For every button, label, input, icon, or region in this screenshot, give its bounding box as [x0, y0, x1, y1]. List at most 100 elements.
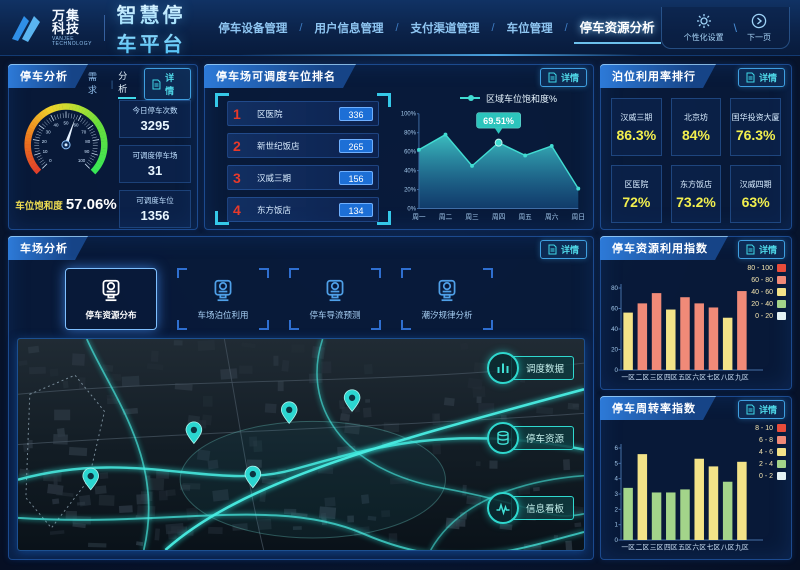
- legend-swatch: [777, 448, 786, 456]
- svg-text:三区: 三区: [650, 544, 664, 552]
- legend-swatch: [777, 472, 786, 480]
- panel-turnover-index: 停车周转率指数 详情 8 - 10 6 - 8 4 - 6 2 - 4 0 - …: [600, 396, 792, 560]
- detail-button[interactable]: 详情: [539, 68, 587, 87]
- nav-separator: /: [491, 21, 495, 34]
- document-icon: [746, 72, 755, 83]
- saturation-value: 57.06%: [65, 196, 117, 213]
- next-page-button[interactable]: 下一页: [747, 13, 771, 43]
- berth-card: 汉威三期 86.3%: [611, 98, 662, 156]
- demand-analysis-tabs: 需求 | 分析: [88, 69, 137, 99]
- stat-box: 可调度车位 1356: [119, 190, 191, 228]
- header-actions: 个性化设置 \ 下一页: [660, 6, 790, 49]
- map-buttons: 调度数据 停车资源 信息看板: [486, 352, 574, 524]
- document-icon: [746, 244, 755, 255]
- lot-analysis-tab[interactable]: 车场泊位利用: [177, 268, 269, 330]
- svg-text:三区: 三区: [650, 374, 664, 382]
- svg-text:4: 4: [615, 476, 619, 483]
- bar-chart-icon: [497, 363, 509, 373]
- gear-icon: [696, 13, 711, 28]
- svg-text:六区: 六区: [692, 373, 706, 382]
- map-overlay-button[interactable]: 信息看板: [486, 492, 574, 524]
- nav-item[interactable]: 用户信息管理: [314, 22, 384, 35]
- detail-button[interactable]: 详情: [737, 400, 785, 419]
- svg-text:90: 90: [84, 149, 89, 154]
- lot-name: 区医院: [257, 108, 283, 119]
- settings-button[interactable]: 个性化设置: [684, 13, 724, 43]
- legend-item: 80 - 100: [747, 263, 786, 273]
- legend-marker: [459, 95, 480, 101]
- page-title: 智慧停车平台: [117, 0, 193, 57]
- nav-item[interactable]: 停车资源分析: [573, 11, 661, 44]
- logo: 万集科技 VANJEE TECHNOLOGY 智慧停车平台: [0, 0, 206, 57]
- ranking-row: 3 汉威三期 156: [227, 165, 379, 190]
- legend-swatch: [777, 312, 786, 320]
- document-icon: [152, 79, 161, 89]
- berth-card: 东方饭店 73.2%: [670, 165, 722, 223]
- panel-title: 停车周转率指数: [600, 396, 716, 420]
- stats-list: 今日停车次数 3295 可调度停车场 31 可调度车位 1356: [119, 92, 191, 228]
- berth-cards: 汉威三期 86.3% 北京坊 84% 国华投资大厦 76.3% 区医院 72% …: [601, 90, 791, 231]
- lot-analysis-tab[interactable]: 停车导流预测: [289, 268, 381, 330]
- panel-title: 泊位利用率排行: [600, 64, 716, 88]
- mini-tab-1[interactable]: 需求: [88, 72, 98, 95]
- svg-text:40: 40: [611, 326, 618, 333]
- svg-text:周六: 周六: [545, 212, 559, 221]
- legend-swatch: [777, 276, 786, 284]
- svg-text:周二: 周二: [439, 213, 453, 221]
- svg-text:周三: 周三: [465, 213, 479, 221]
- svg-text:二区: 二区: [636, 374, 650, 382]
- detail-button[interactable]: 详情: [144, 68, 191, 100]
- lot-name: 汉威三期: [257, 172, 292, 183]
- panel-title: 停车场可调度车位排名: [204, 64, 356, 88]
- panel-title: 车场分析: [8, 236, 88, 260]
- legend-swatch: [777, 460, 786, 468]
- svg-text:八区: 八区: [721, 374, 735, 382]
- spaces-badge: 265: [339, 138, 373, 153]
- svg-text:2: 2: [615, 506, 619, 513]
- svg-text:80%: 80%: [404, 131, 417, 137]
- svg-text:3: 3: [615, 491, 619, 498]
- nav-item[interactable]: 车位管理: [506, 22, 553, 35]
- nav-item[interactable]: 停车设备管理: [218, 22, 288, 35]
- legend-item: 6 - 8: [755, 435, 786, 445]
- svg-text:0: 0: [615, 367, 619, 374]
- svg-text:六区: 六区: [692, 543, 706, 552]
- map-overlay-button[interactable]: 调度数据: [486, 352, 574, 384]
- svg-text:60%: 60%: [404, 150, 417, 156]
- svg-text:五区: 五区: [678, 374, 692, 382]
- map-overlay-button[interactable]: 停车资源: [486, 422, 574, 454]
- chart-legend: 80 - 100 60 - 80 40 - 60 20 - 40 0 - 20: [747, 263, 786, 321]
- rank-number: 2: [233, 137, 241, 154]
- document-icon: [746, 404, 755, 415]
- turnover-bar-chart: 0 1 2 3 4 5 6 一区 二区 三区 四区 五区 六区 七区 八区 九区: [615, 444, 763, 552]
- lot-analysis-tab[interactable]: 潮汐规律分析: [401, 268, 493, 330]
- svg-text:0: 0: [49, 158, 52, 163]
- svg-text:周一: 周一: [412, 213, 426, 221]
- map-canvas: [18, 339, 584, 550]
- detail-button[interactable]: 详情: [737, 68, 785, 87]
- svg-text:周四: 周四: [492, 213, 506, 221]
- ranking-row: 2 新世纪饭店 265: [227, 133, 379, 158]
- svg-text:0%: 0%: [407, 206, 416, 212]
- legend-item: 0 - 2: [755, 471, 786, 481]
- berth-card: 区医院 72%: [611, 165, 662, 223]
- svg-text:八区: 八区: [721, 544, 735, 552]
- svg-text:70: 70: [81, 129, 86, 134]
- detail-button[interactable]: 详情: [539, 240, 587, 259]
- lot-analysis-tab[interactable]: 停车资源分布: [65, 268, 157, 330]
- stat-box: 可调度停车场 31: [119, 145, 191, 183]
- legend-item: 60 - 80: [747, 275, 786, 285]
- logo-mark-icon: [12, 15, 40, 42]
- spaces-badge: 156: [339, 170, 373, 185]
- berth-card: 北京坊 84%: [670, 98, 722, 156]
- panel-title: 停车资源利用指数: [600, 236, 728, 260]
- detail-button[interactable]: 详情: [737, 240, 785, 259]
- panel-title: 停车分析: [8, 64, 88, 88]
- legend-item: 0 - 20: [747, 311, 786, 321]
- nav-separator: /: [564, 21, 568, 34]
- legend-item: 2 - 4: [755, 459, 786, 469]
- nav-item[interactable]: 支付渠道管理: [410, 22, 480, 35]
- lot-name: 东方饭店: [257, 204, 292, 215]
- mini-tab-2[interactable]: 分析: [118, 69, 137, 99]
- city-map[interactable]: 调度数据 停车资源 信息看板: [17, 338, 585, 551]
